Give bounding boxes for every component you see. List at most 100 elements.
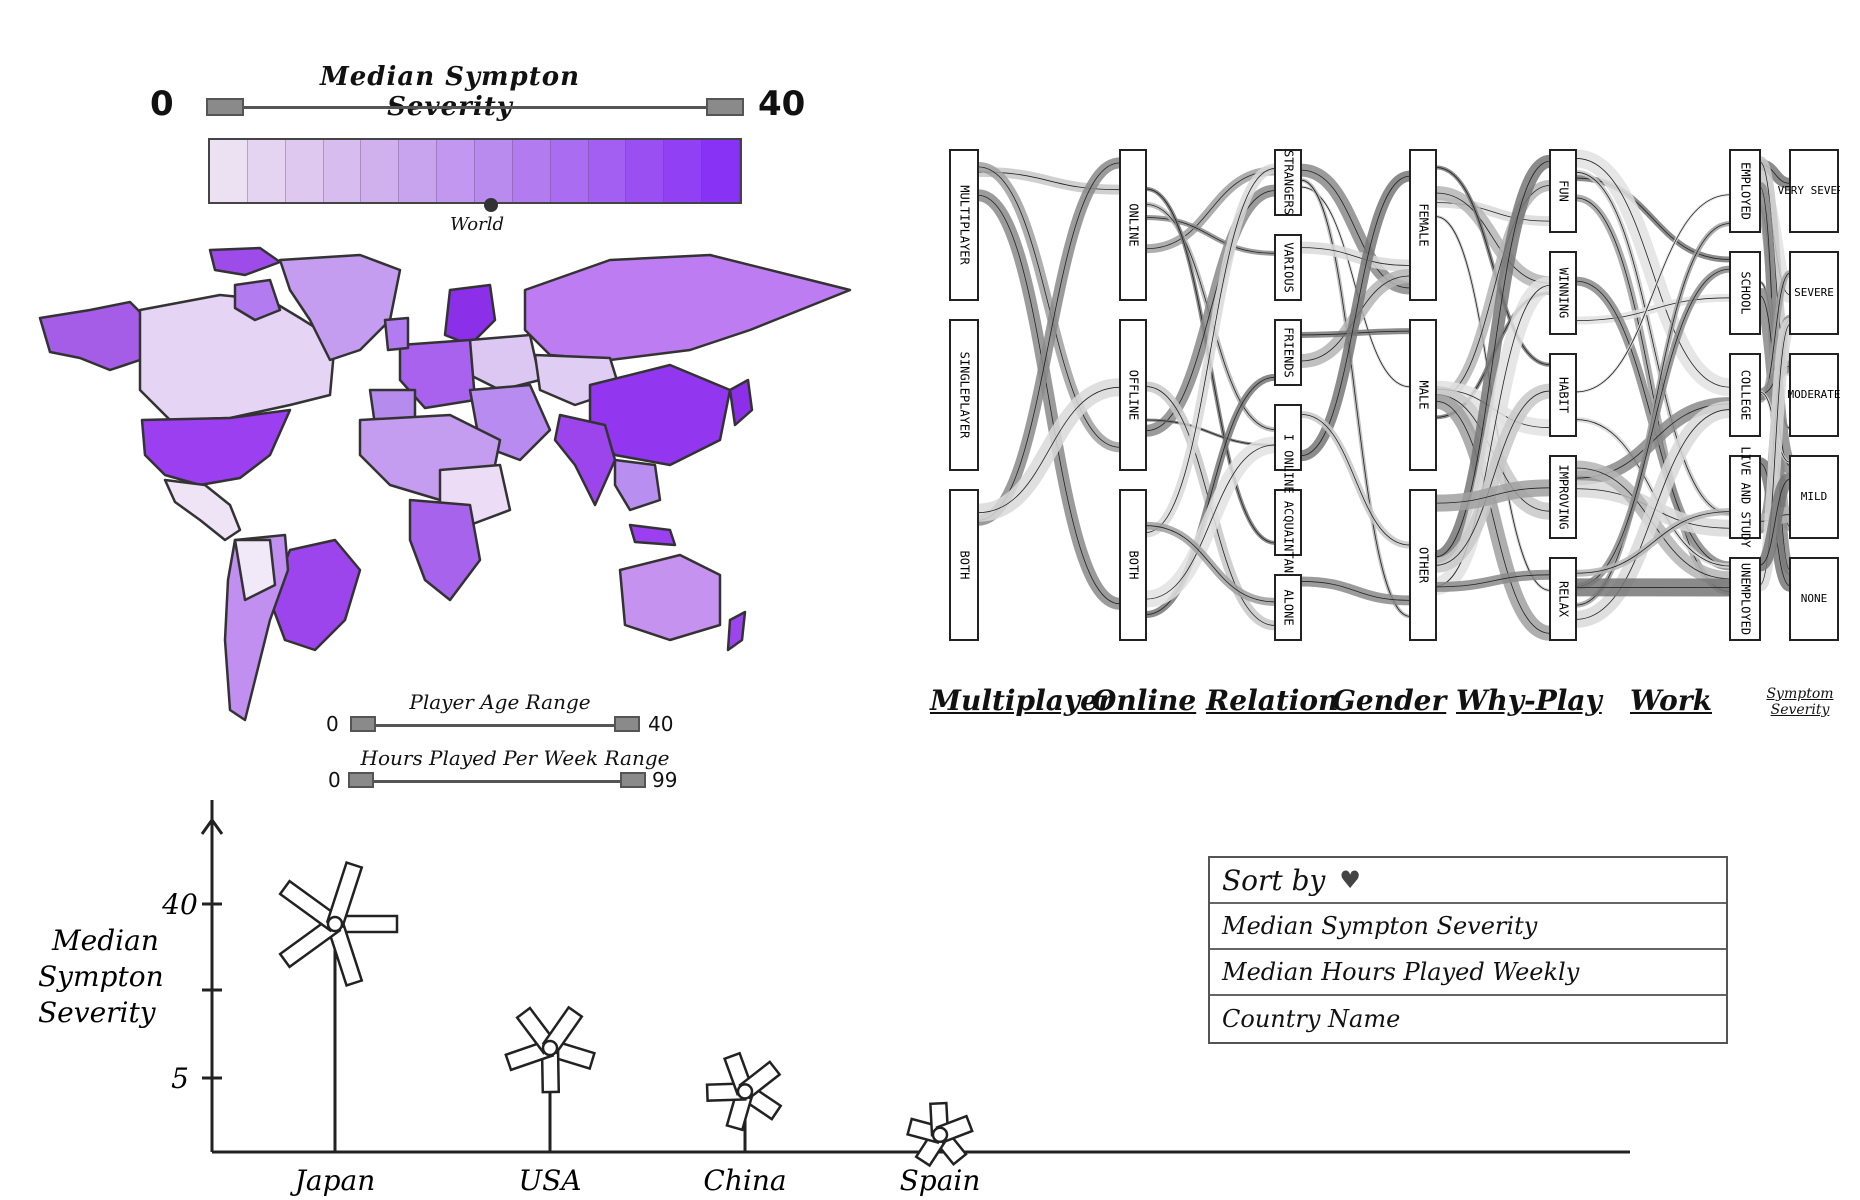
sankey-node-online-1[interactable] [1119, 319, 1147, 471]
sankey-flow-outline [1145, 525, 1276, 603]
axis-label-work[interactable]: Work [1630, 684, 1712, 717]
map-region-west-europe[interactable] [398, 338, 477, 410]
x-label-japan: Japan [290, 1164, 376, 1197]
sankey-node-relation-0[interactable] [1274, 149, 1302, 216]
sankey-node-work-2[interactable] [1729, 353, 1761, 437]
sankey-node-why_play-3[interactable] [1549, 455, 1577, 539]
sankey-node-multiplayer-2[interactable] [949, 489, 979, 641]
sankey-node-severity-3[interactable] [1789, 455, 1839, 539]
sankey-node-label: SINGLEPLAYER [958, 352, 972, 439]
sankey-flow-outline [1435, 487, 1551, 504]
sankey-node-label: ONLINE [1127, 203, 1141, 246]
sankey-node-why_play-0[interactable] [1549, 149, 1577, 233]
map-region-japan[interactable] [728, 378, 754, 427]
map-region-southern-africa[interactable] [408, 498, 482, 602]
dropdown-heart-icon[interactable]: ♥ [1339, 866, 1361, 894]
axis-label-multiplayer[interactable]: Multiplayer [930, 684, 1113, 717]
sankey-node-severity-4[interactable] [1789, 557, 1839, 641]
sankey-node-online-0[interactable] [1119, 149, 1147, 301]
sort-option-hours[interactable]: Median Hours Played Weekly [1210, 950, 1726, 996]
sankey-node-gender-0[interactable] [1409, 149, 1437, 301]
map-region-se-asia[interactable] [613, 458, 662, 512]
age-slider-min-handle[interactable] [350, 716, 376, 732]
map-region-new-zealand[interactable] [726, 610, 747, 652]
sankey-node-severity-0[interactable] [1789, 149, 1839, 233]
sankey-node-work-0[interactable] [1729, 149, 1761, 233]
world-median-marker[interactable] [484, 198, 498, 212]
sankey-node-online-2[interactable] [1119, 489, 1147, 641]
sankey-node-relation-1[interactable] [1274, 234, 1302, 301]
sankey-node-label: MALE [1417, 381, 1431, 410]
sankey-node-severity-1[interactable] [1789, 251, 1839, 335]
sankey-flow-outline [1575, 409, 1731, 620]
sankey-node-label: BOTH [1127, 551, 1141, 580]
map-region-greenland[interactable] [278, 253, 402, 362]
axis-label-why-play[interactable]: Why-Play [1456, 684, 1602, 717]
map-region-india[interactable] [553, 413, 617, 507]
sankey-node-work-3[interactable] [1729, 455, 1761, 539]
severity-slider-max-handle[interactable] [706, 98, 744, 116]
map-region-alaska[interactable] [38, 300, 152, 372]
map-region-usa[interactable] [140, 408, 292, 487]
map-region-arctic-islands[interactable] [208, 246, 282, 277]
sankey-node-severity-2[interactable] [1789, 353, 1839, 437]
hours-slider-track[interactable] [350, 780, 644, 783]
sankey-flow-outline [1435, 574, 1551, 588]
age-slider-track[interactable] [352, 724, 638, 727]
x-label-china: China [703, 1164, 786, 1197]
hours-slider-max-handle[interactable] [620, 772, 646, 788]
map-region-mexico[interactable] [163, 478, 242, 542]
axis-label-relation[interactable]: Relation [1206, 684, 1339, 717]
severity-slider-min-handle[interactable] [206, 98, 244, 116]
sankey-node-why_play-2[interactable] [1549, 353, 1577, 437]
sankey-node-multiplayer-1[interactable] [949, 319, 979, 471]
map-region-uk[interactable] [383, 316, 410, 352]
axis-label-online[interactable]: Online [1092, 684, 1197, 717]
sankey-node-relation-4[interactable] [1274, 489, 1302, 556]
y-axis-label: Median Sympton Severity [38, 924, 164, 1029]
hours-slider-min-handle[interactable] [348, 772, 374, 788]
sankey-node-gender-1[interactable] [1409, 319, 1437, 471]
map-region-arctic-islands-2[interactable] [233, 278, 282, 322]
axis-label-gender[interactable]: Gender [1332, 684, 1447, 717]
sankey-node-relation-2[interactable] [1274, 319, 1302, 386]
sankey-node-work-1[interactable] [1729, 251, 1761, 335]
age-slider-max-handle[interactable] [614, 716, 640, 732]
sankey-flow-outline [1145, 376, 1276, 615]
color-ramp-step [664, 140, 703, 202]
pinwheel-hub [931, 1126, 949, 1144]
sankey-node-work-4[interactable] [1729, 557, 1761, 641]
sort-option-severity[interactable]: Median Sympton Severity [1210, 904, 1726, 950]
map-region-australia[interactable] [618, 553, 722, 642]
pinwheel-china[interactable] [705, 1051, 783, 1152]
map-region-russia[interactable] [523, 253, 852, 362]
severity-max-label: 40 [758, 84, 806, 124]
sort-panel-header: Sort by ♥ [1210, 858, 1726, 904]
sankey-node-multiplayer-0[interactable] [949, 149, 979, 301]
world-choropleth-map[interactable] [30, 240, 910, 740]
map-region-indonesia[interactable] [628, 523, 677, 547]
pinwheel-japan[interactable] [278, 860, 399, 1152]
severity-min-label: 0 [150, 84, 174, 124]
map-region-scandinavia[interactable] [443, 283, 497, 347]
sankey-node-gender-2[interactable] [1409, 489, 1437, 641]
sankey-node-relation-5[interactable] [1274, 574, 1302, 641]
sankey-node-why_play-4[interactable] [1549, 557, 1577, 641]
sort-option-country[interactable]: Country Name [1222, 1005, 1401, 1033]
severity-slider-track[interactable] [220, 106, 730, 109]
sankey-flow-outline [1300, 175, 1411, 457]
sankey-node-label: FRIENDS [1282, 327, 1296, 378]
axis-label-symptom-severity[interactable]: Symptom Severity [1766, 686, 1834, 718]
parallel-sets-diagram[interactable]: MULTIPLAYER SINGLEPLAYER BOTH ONLINE OFFLINE… [930, 140, 1840, 660]
sankey-node-why_play-1[interactable] [1549, 251, 1577, 335]
map-region-east-europe[interactable] [468, 333, 542, 392]
sankey-flow-outline [1435, 400, 1551, 634]
sankey-flow-outline [1435, 192, 1551, 284]
sankey-node-label: OTHER [1417, 547, 1431, 584]
sankey-node-relation-3[interactable] [1274, 404, 1302, 471]
pinwheel-hub [736, 1083, 754, 1100]
map-region-colombia[interactable] [233, 538, 277, 602]
pinwheel-spain[interactable] [906, 1101, 974, 1168]
sankey-node-label: SCHOOL [1739, 271, 1753, 314]
pinwheel-usa[interactable] [504, 1005, 596, 1152]
